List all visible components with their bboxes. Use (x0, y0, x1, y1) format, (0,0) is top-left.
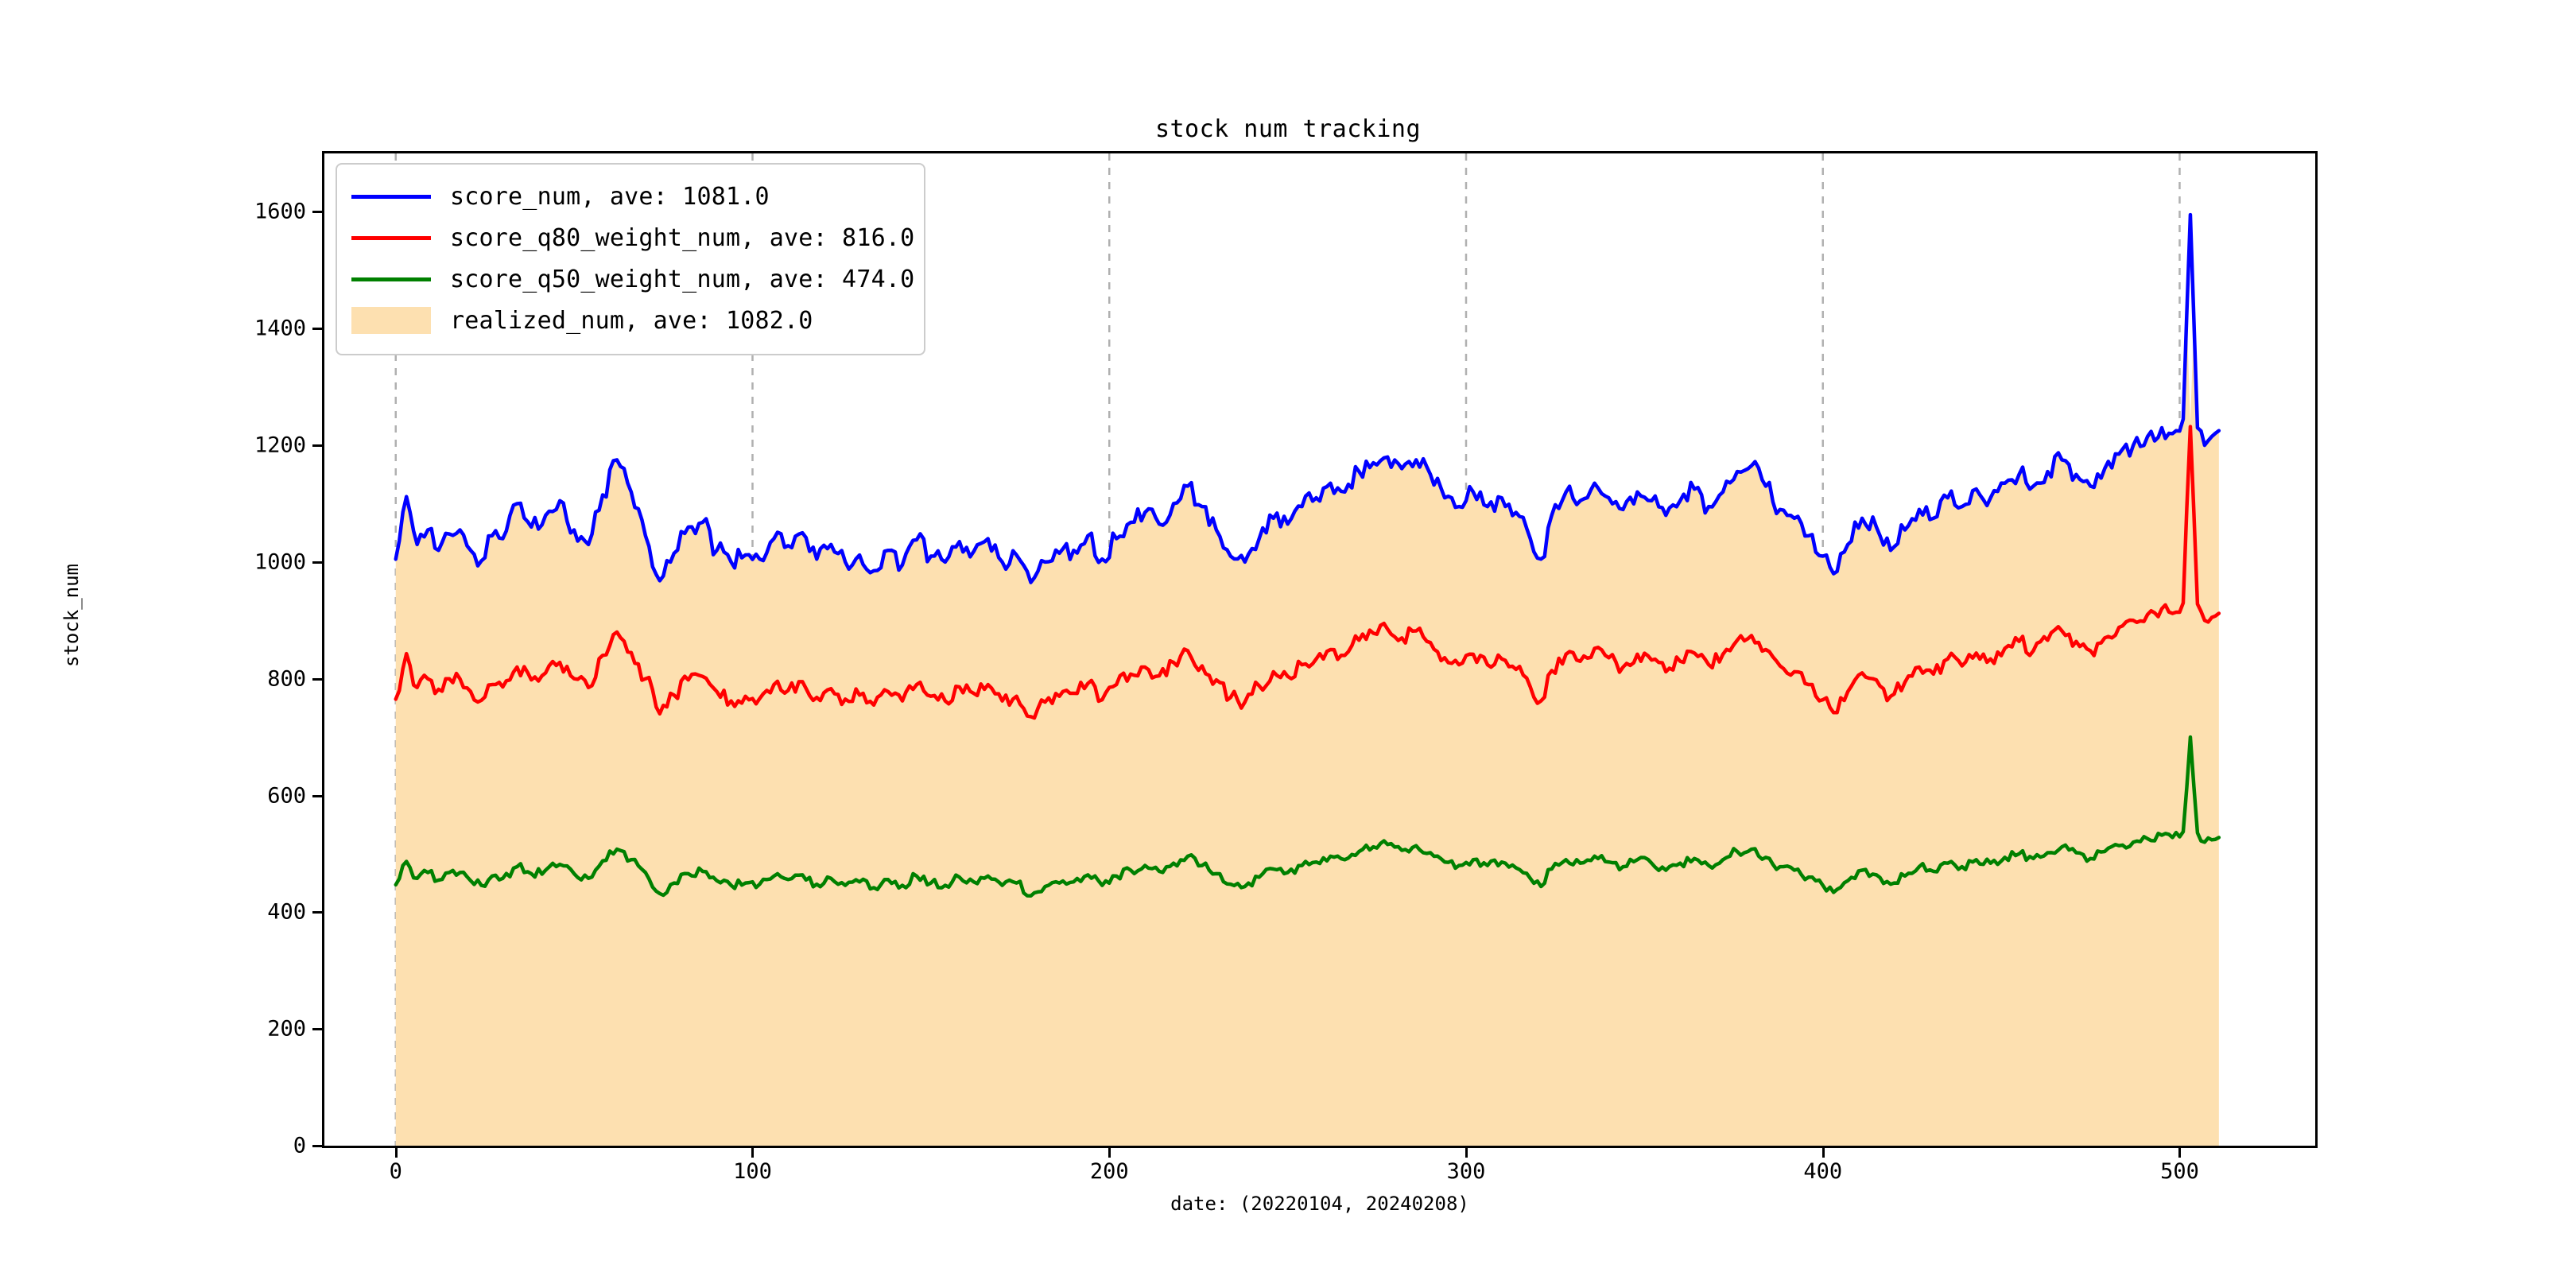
y-tick-mark (312, 444, 322, 448)
y-tick-label: 600 (267, 783, 306, 809)
legend-swatch-line (351, 194, 431, 199)
y-tick-label: 0 (293, 1133, 306, 1158)
plot-area (322, 151, 2318, 1148)
y-tick-label: 1200 (254, 433, 306, 458)
legend-label: realized_num, ave: 1082.0 (450, 306, 813, 335)
x-tick-label: 500 (2160, 1159, 2199, 1184)
legend-swatch-line (351, 277, 431, 281)
x-tick-mark (2178, 1148, 2182, 1158)
x-tick-label: 300 (1446, 1159, 1486, 1184)
x-tick-mark (1108, 1148, 1111, 1158)
x-tick-label: 200 (1089, 1159, 1129, 1184)
x-tick-label: 400 (1803, 1159, 1843, 1184)
y-tick-mark (312, 677, 322, 681)
y-tick-mark (312, 1145, 322, 1147)
line-score-q50-weight-num (394, 735, 2221, 898)
y-tick-label: 1000 (254, 549, 306, 575)
x-tick-mark (751, 1148, 755, 1158)
legend-label: score_num, ave: 1081.0 (450, 182, 770, 211)
legend-label: score_q50_weight_num, ave: 474.0 (450, 265, 915, 293)
x-tick-label: 100 (733, 1159, 772, 1184)
legend-item-realized-num[interactable]: realized_num, ave: 1082.0 (351, 300, 910, 341)
y-tick-label: 1400 (254, 316, 306, 341)
area-realized-num (395, 312, 2219, 1146)
legend-swatch-patch (351, 307, 431, 334)
line-score-num (394, 212, 2221, 584)
plot-svg (394, 153, 2221, 1146)
x-tick-mark (394, 1148, 398, 1158)
x-tick-mark (1465, 1148, 1468, 1158)
y-axis-label: stock_num (60, 563, 83, 668)
legend-label: score_q80_weight_num, ave: 816.0 (450, 223, 915, 252)
line-score-q80-weight-num (394, 425, 2221, 720)
x-tick-label: 0 (389, 1159, 402, 1184)
y-tick-mark (312, 911, 322, 914)
legend-item-score-num[interactable]: score_num, ave: 1081.0 (351, 176, 910, 217)
y-tick-mark (312, 211, 322, 214)
legend-item-score-q80-weight-num[interactable]: score_q80_weight_num, ave: 816.0 (351, 217, 914, 258)
y-tick-mark (312, 561, 322, 564)
y-tick-mark (312, 328, 322, 331)
y-tick-label: 200 (267, 1016, 306, 1042)
chart-legend: score_num, ave: 1081.0 score_q80_weight_n… (336, 163, 925, 355)
y-tick-label: 800 (267, 666, 306, 692)
y-tick-mark (312, 1028, 322, 1031)
x-tick-mark (1821, 1148, 1825, 1158)
chart-title: stock num tracking (1154, 115, 1422, 143)
y-tick-label: 1600 (254, 199, 306, 224)
y-tick-mark (312, 794, 322, 797)
x-axis-label: date: (20220104, 20240208) (1170, 1193, 1469, 1215)
y-tick-label: 400 (267, 899, 306, 925)
legend-item-score-q50-weight-num[interactable]: score_q50_weight_num, ave: 474.0 (351, 258, 914, 300)
legend-swatch-line (351, 235, 431, 240)
